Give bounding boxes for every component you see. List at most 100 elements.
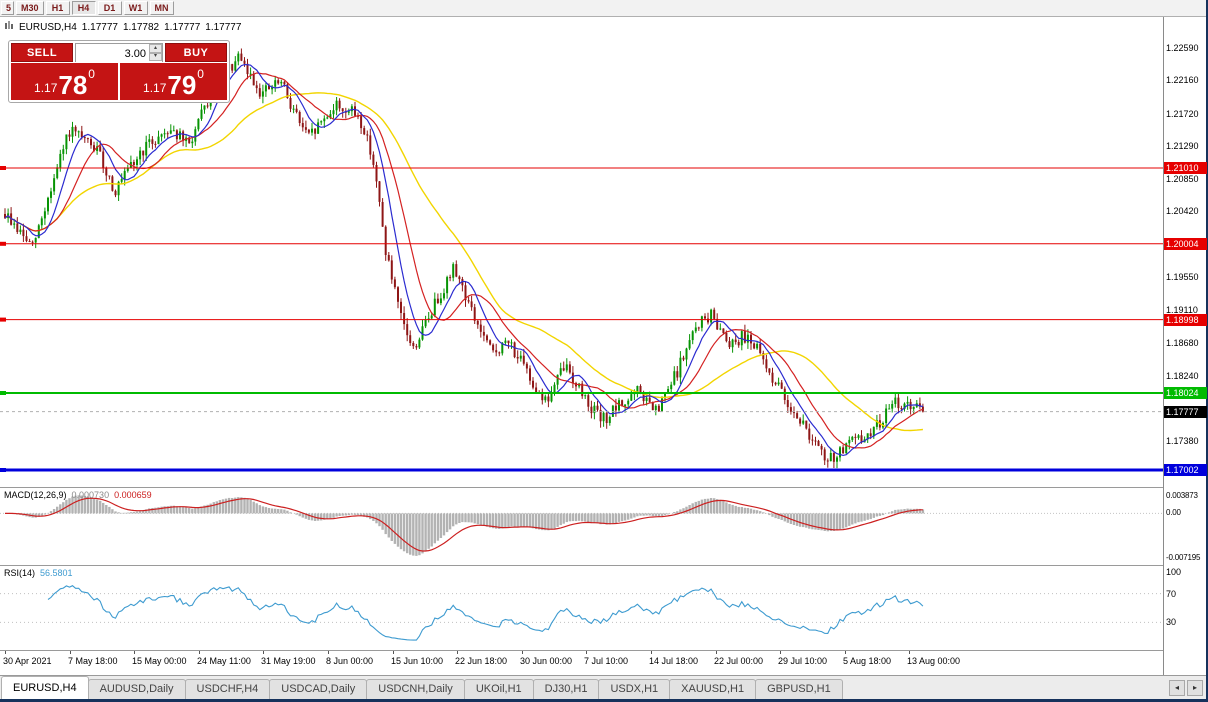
chart-tab-ukoil-h1[interactable]: UKOil,H1 — [463, 679, 534, 699]
chart-symbol-label: EURUSD,H4 — [19, 21, 77, 33]
hline-marker — [0, 241, 6, 246]
volume-input[interactable] — [76, 45, 162, 63]
macd-signal-value: 0.000659 — [114, 490, 152, 500]
time-label: 7 May 18:00 — [68, 656, 118, 666]
time-tick — [586, 651, 587, 654]
time-label: 22 Jul 00:00 — [714, 656, 764, 666]
pane-separator[interactable] — [0, 565, 1206, 566]
macd-indicator-pane[interactable] — [0, 488, 1163, 565]
tab-scroll-right-button[interactable]: ▸ — [1187, 679, 1203, 696]
chart-tab-xauusd-h1[interactable]: XAUUSD,H1 — [669, 679, 757, 699]
level-price-badge: 1.17002 — [1164, 464, 1207, 476]
timeframe-button-5[interactable]: 5 — [1, 1, 14, 15]
chart-tab-eurusd-h4[interactable]: EURUSD,H4 — [1, 676, 89, 699]
macd-name: MACD(12,26,9) — [4, 490, 67, 500]
ohlc-high: 1.17782 — [122, 21, 160, 33]
hline-marker — [0, 317, 6, 322]
sell-price-prefix: 1.17 — [34, 81, 58, 95]
chart-tab-usdcad-daily[interactable]: USDCAD,Daily — [269, 679, 368, 699]
rsi-line — [47, 585, 924, 641]
time-label: 22 Jun 18:00 — [455, 656, 508, 666]
time-tick — [522, 651, 523, 654]
candles — [4, 48, 924, 469]
timeframe-button-m30[interactable]: M30 — [16, 1, 44, 15]
time-axis[interactable]: 30 Apr 2021 7 May 18:00 15 May 00:00 24 May… — [0, 651, 1163, 675]
macd-signal-line — [4, 497, 923, 552]
price-tick-label: 1.20420 — [1166, 206, 1199, 216]
buy-button[interactable]: BUY — [165, 43, 227, 62]
timeframe-button-d1[interactable]: D1 — [97, 1, 122, 15]
time-label: 5 Aug 18:00 — [843, 656, 892, 666]
chart-tab-audusd-daily[interactable]: AUDUSD,Daily — [87, 679, 186, 699]
timeframe-button-w1[interactable]: W1 — [123, 1, 148, 15]
time-tick — [263, 651, 264, 654]
time-label: 29 Jul 10:00 — [778, 656, 828, 666]
time-label: 14 Jul 18:00 — [649, 656, 699, 666]
time-label: 15 May 00:00 — [132, 656, 187, 666]
timeframe-button-mn[interactable]: MN — [149, 1, 174, 15]
one-click-trading-panel: SELL ▴ ▾ BUY 1.17 78 0 1.17 79 0 — [8, 40, 230, 103]
time-tick — [651, 651, 652, 654]
timeframe-button-h4[interactable]: H4 — [71, 1, 96, 15]
arrow-left-icon: ◂ — [1174, 682, 1179, 692]
macd-label: MACD(12,26,9) 0.000730 0.000659 — [4, 490, 152, 500]
rsi-axis-label: 30 — [1166, 617, 1177, 627]
chart-tab-dj30-h1[interactable]: DJ30,H1 — [532, 679, 600, 699]
macd-main-value: 0.000730 — [71, 490, 110, 500]
time-tick — [328, 651, 329, 654]
volume-increase-button[interactable]: ▴ — [149, 44, 162, 53]
window-border-right — [1206, 0, 1208, 702]
sell-price-display[interactable]: 1.17 78 0 — [11, 63, 118, 100]
time-label: 7 Jul 10:00 — [584, 656, 629, 666]
pane-separator[interactable] — [0, 650, 1206, 651]
rsi-axis-label: 70 — [1166, 589, 1177, 599]
volume-spinner: ▴ ▾ — [149, 44, 162, 61]
time-tick — [845, 651, 846, 654]
time-tick — [70, 651, 71, 654]
pane-separator[interactable] — [0, 487, 1206, 488]
chart-tabs: EURUSD,H4 AUDUSD,Daily USDCHF,H4 USDCAD,Dai… — [1, 676, 843, 699]
timeframe-toolbar: 5 M30 H1 H4 D1 W1 MN — [0, 0, 1208, 17]
price-tick-label: 1.17380 — [1166, 436, 1199, 446]
macd-axis-bottom: -0.007195 — [1166, 553, 1201, 562]
volume-decrease-button[interactable]: ▾ — [149, 52, 162, 61]
time-tick — [393, 651, 394, 654]
price-tick-label: 1.22160 — [1166, 75, 1199, 85]
time-tick — [909, 651, 910, 654]
price-tick-label: 1.19110 — [1166, 305, 1198, 315]
hline-marker — [0, 166, 6, 170]
price-axis[interactable]: 0.003873 0.00 -0.007195 1.22590 1.22160 1.… — [1163, 17, 1207, 675]
sell-button[interactable]: SELL — [11, 43, 73, 62]
ohlc-low: 1.17777 — [164, 21, 201, 33]
tab-scroll-controls: ◂ ▸ — [1164, 679, 1208, 696]
ohlc-close: 1.17777 — [205, 21, 242, 33]
level-price-badge: 1.20004 — [1164, 238, 1207, 250]
ma-mid-line — [4, 72, 924, 449]
level-price-badge: 1.18024 — [1164, 387, 1207, 399]
hline-marker — [0, 468, 6, 472]
chart-tab-gbpusd-h1[interactable]: GBPUSD,H1 — [755, 679, 843, 699]
chart-tab-usdchf-h4[interactable]: USDCHF,H4 — [184, 679, 271, 699]
time-label: 15 Jun 10:00 — [391, 656, 444, 666]
arrow-up-icon: ▴ — [153, 44, 157, 51]
time-label: 8 Jun 00:00 — [326, 656, 374, 666]
arrow-down-icon: ▾ — [153, 53, 157, 60]
level-price-badge: 1.18998 — [1164, 314, 1207, 326]
chart-tab-usdcnh-daily[interactable]: USDCNH,Daily — [366, 679, 465, 699]
volume-field: ▴ ▾ — [75, 43, 163, 63]
price-tick-label: 1.21290 — [1166, 141, 1199, 151]
time-tick — [5, 651, 6, 654]
tab-scroll-left-button[interactable]: ◂ — [1169, 679, 1185, 696]
buy-price-prefix: 1.17 — [143, 81, 167, 95]
time-label: 13 Aug 00:00 — [907, 656, 961, 666]
rsi-name: RSI(14) — [4, 568, 36, 578]
buy-price-display[interactable]: 1.17 79 0 — [120, 63, 227, 100]
rsi-axis-label: 100 — [1166, 567, 1182, 577]
time-tick — [457, 651, 458, 654]
time-label: 30 Jun 00:00 — [520, 656, 573, 666]
chart-tab-usdx-h1[interactable]: USDX,H1 — [598, 679, 671, 699]
window-border-bottom — [0, 699, 1208, 702]
level-price-badge: 1.21010 — [1164, 162, 1207, 174]
timeframe-button-h1[interactable]: H1 — [45, 1, 70, 15]
rsi-indicator-pane[interactable] — [0, 566, 1163, 650]
